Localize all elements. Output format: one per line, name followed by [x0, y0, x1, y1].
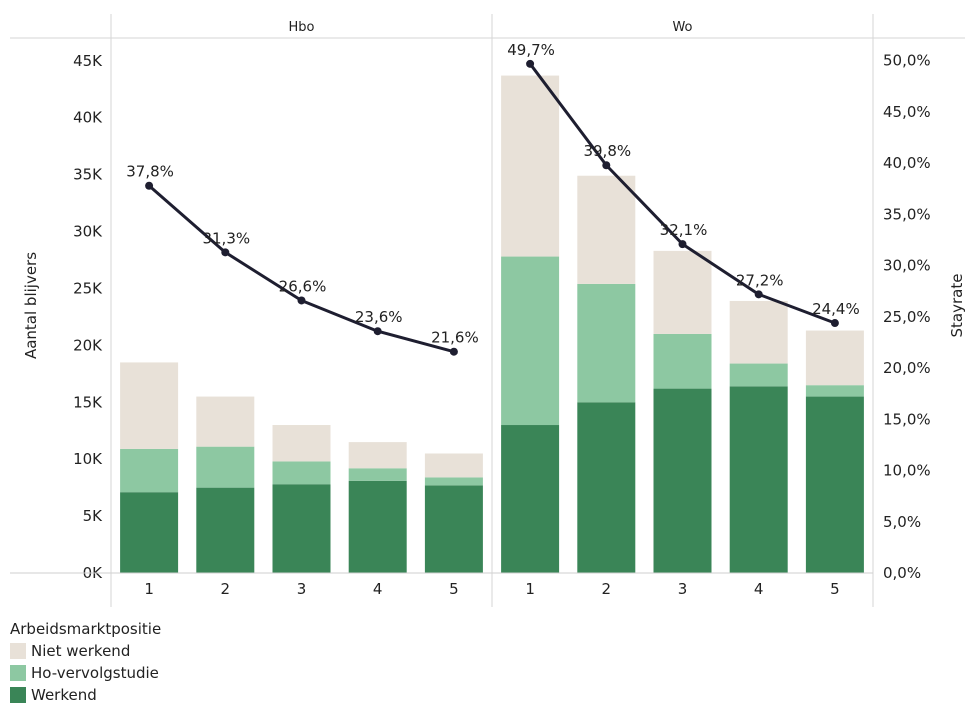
bar-werkend-hbo-3: [272, 484, 331, 573]
bar-werkend-hbo-4: [348, 480, 407, 573]
x-tick-label: 2: [602, 580, 612, 598]
stayrate-label-wo-3: 32,1%: [660, 221, 708, 239]
y2-tick-label: 10,0%: [883, 462, 931, 480]
stayrate-point-wo-3: [678, 240, 687, 249]
stayrate-point-wo-5: [830, 319, 839, 328]
bar-niet-werkend-wo-2: [577, 175, 636, 284]
bar-niet-werkend-hbo-2: [196, 396, 255, 447]
x-tick-label: 3: [297, 580, 307, 598]
stayrate-point-hbo-4: [373, 327, 382, 336]
x-tick-label: 4: [373, 580, 383, 598]
bar-werkend-wo-5: [805, 396, 864, 573]
stayrate-point-hbo-3: [297, 296, 306, 305]
bar-werkend-wo-1: [501, 425, 560, 573]
bar-ho-vervolgstudie-hbo-4: [348, 468, 407, 481]
bar-ho-vervolgstudie-wo-1: [501, 256, 560, 426]
y-tick-label: 25K: [73, 279, 103, 297]
legend-label-werkend: Werkend: [31, 686, 97, 704]
bar-werkend-wo-3: [653, 388, 712, 573]
y2-tick-label: 45,0%: [883, 103, 931, 121]
bar-niet-werkend-wo-3: [653, 250, 712, 334]
legend-swatch-ho-vervolgstudie: [10, 665, 26, 681]
facet-header-hbo: Hbo: [289, 20, 315, 35]
stayrate-label-hbo-4: 23,6%: [355, 308, 403, 326]
x-tick-label: 1: [525, 580, 535, 598]
y-tick-label: 15K: [73, 393, 103, 411]
bar-niet-werkend-wo-1: [501, 75, 560, 257]
stayrate-label-hbo-2: 31,3%: [202, 229, 250, 247]
y2-axis-title: Stayrate: [948, 274, 965, 338]
legend-swatch-werkend: [10, 687, 26, 703]
x-tick-label: 4: [754, 580, 764, 598]
x-tick-label: 2: [221, 580, 231, 598]
bar-niet-werkend-hbo-3: [272, 425, 331, 462]
bar-niet-werkend-wo-4: [729, 300, 788, 364]
x-tick-label: 3: [678, 580, 688, 598]
stayrate-label-wo-4: 27,2%: [736, 271, 784, 289]
y2-tick-label: 30,0%: [883, 257, 931, 275]
legend-item-ho-vervolgstudie: Ho-vervolgstudie: [10, 662, 161, 684]
stayrate-point-hbo-1: [145, 181, 154, 190]
bar-ho-vervolgstudie-wo-5: [805, 385, 864, 397]
bar-werkend-hbo-5: [424, 485, 483, 573]
x-tick-label: 5: [449, 580, 459, 598]
y2-tick-label: 25,0%: [883, 308, 931, 326]
legend-item-niet-werkend: Niet werkend: [10, 640, 161, 662]
y-axis-title: Aantal blijvers: [22, 252, 40, 359]
y2-tick-label: 20,0%: [883, 359, 931, 377]
stayrate-point-hbo-2: [221, 248, 230, 257]
stayrate-label-wo-1: 49,7%: [507, 41, 555, 59]
stayrate-label-hbo-3: 26,6%: [279, 277, 327, 295]
bar-niet-werkend-hbo-4: [348, 442, 407, 469]
y2-tick-label: 15,0%: [883, 410, 931, 428]
stayrate-line-hbo: [148, 184, 455, 354]
legend-swatch-niet-werkend: [10, 643, 26, 659]
y-tick-label: 5K: [83, 507, 104, 525]
legend-item-werkend: Werkend: [10, 684, 161, 706]
bar-ho-vervolgstudie-hbo-1: [120, 448, 179, 493]
x-tick-label: 5: [830, 580, 840, 598]
y-tick-label: 40K: [73, 109, 103, 127]
bar-werkend-wo-4: [729, 386, 788, 573]
stayrate-point-wo-2: [602, 161, 611, 170]
legend-label-niet-werkend: Niet werkend: [31, 642, 131, 660]
y2-tick-label: 40,0%: [883, 154, 931, 172]
stayrate-label-hbo-1: 37,8%: [126, 163, 174, 181]
y2-tick-label: 35,0%: [883, 205, 931, 223]
facet-header-wo: Wo: [672, 20, 692, 35]
stayrate-label-hbo-5: 21,6%: [431, 329, 479, 347]
x-tick-label: 1: [144, 580, 154, 598]
bar-werkend-hbo-2: [196, 487, 255, 573]
stayrate-point-hbo-5: [449, 347, 458, 356]
bar-ho-vervolgstudie-wo-2: [577, 283, 636, 403]
stayrate-point-wo-4: [754, 290, 763, 299]
y-tick-label: 10K: [73, 450, 103, 468]
bar-niet-werkend-hbo-1: [120, 362, 179, 449]
y-tick-label: 35K: [73, 166, 103, 184]
y2-tick-label: 5,0%: [883, 513, 921, 531]
bar-werkend-wo-2: [577, 402, 636, 573]
y2-tick-label: 0,0%: [883, 564, 921, 582]
stayrate-point-wo-1: [526, 59, 535, 68]
bar-niet-werkend-hbo-5: [424, 453, 483, 478]
stayrate-label-wo-2: 39,8%: [583, 142, 631, 160]
legend: Arbeidsmarktpositie Niet werkend Ho-verv…: [10, 620, 161, 706]
bar-ho-vervolgstudie-wo-3: [653, 333, 712, 389]
bar-ho-vervolgstudie-hbo-5: [424, 477, 483, 486]
legend-title: Arbeidsmarktpositie: [10, 620, 162, 638]
bar-ho-vervolgstudie-hbo-2: [196, 446, 255, 488]
bar-ho-vervolgstudie-hbo-3: [272, 461, 331, 485]
y-tick-label: 30K: [73, 223, 103, 241]
bar-ho-vervolgstudie-wo-4: [729, 363, 788, 387]
y2-tick-label: 50,0%: [883, 52, 931, 70]
y-tick-label: 45K: [73, 52, 103, 70]
stayrate-label-wo-5: 24,4%: [812, 300, 860, 318]
bar-niet-werkend-wo-5: [805, 330, 864, 386]
legend-label-ho-vervolgstudie: Ho-vervolgstudie: [31, 664, 159, 682]
bar-werkend-hbo-1: [120, 492, 179, 573]
y-tick-label: 20K: [73, 336, 103, 354]
